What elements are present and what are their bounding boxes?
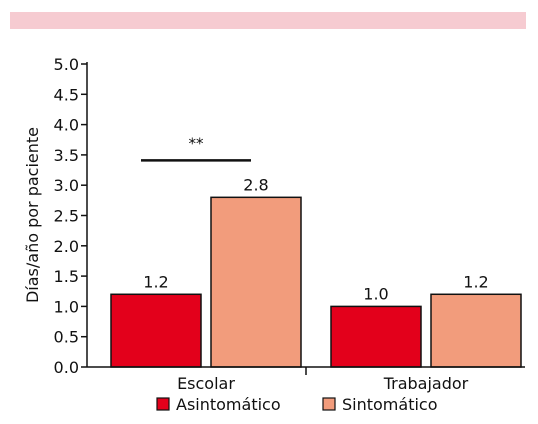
x-category-label: Trabajador bbox=[383, 374, 469, 393]
y-tick-label: 5.0 bbox=[54, 55, 79, 74]
data-label: 2.8 bbox=[243, 175, 268, 194]
category-labels: Escolar Trabajador bbox=[177, 374, 469, 393]
legend-swatch bbox=[156, 397, 170, 411]
legend-label: Sintomático bbox=[342, 395, 438, 414]
y-tick-label: 0.5 bbox=[54, 328, 79, 347]
y-tick-label: 2.5 bbox=[54, 207, 79, 226]
y-tick-label: 2.0 bbox=[54, 237, 79, 256]
y-tick-label: 3.0 bbox=[54, 176, 79, 195]
axes bbox=[86, 62, 525, 375]
y-tick-label: 0.0 bbox=[54, 358, 79, 377]
data-label: 1.2 bbox=[143, 272, 168, 291]
header-band bbox=[10, 12, 526, 29]
legend-swatch bbox=[322, 397, 336, 411]
data-labels: 1.2 2.8 1.0 1.2 bbox=[143, 175, 488, 303]
bar-escolar-1 bbox=[210, 196, 302, 368]
y-tick-label: 1.0 bbox=[54, 297, 79, 316]
y-tick-label: 4.0 bbox=[54, 116, 79, 135]
significance-label: ** bbox=[189, 134, 205, 152]
significance-marker: ** bbox=[141, 134, 251, 162]
data-label: 1.2 bbox=[463, 272, 488, 291]
bars bbox=[110, 196, 522, 368]
y-axis-ticks: 0.0 0.5 1.0 1.5 2.0 2.5 3.0 3.5 4.0 4.5 5.0 bbox=[54, 55, 87, 377]
y-tick-label: 1.5 bbox=[54, 267, 79, 286]
data-label: 1.0 bbox=[363, 284, 388, 303]
bar-trabajador-1 bbox=[430, 293, 522, 368]
y-axis-title: Días/año por paciente bbox=[23, 127, 42, 303]
y-tick-label: 3.5 bbox=[54, 146, 79, 165]
legend: Asintomático Sintomático bbox=[156, 395, 438, 414]
x-category-label: Escolar bbox=[177, 374, 235, 393]
bar-escolar-0 bbox=[110, 293, 202, 368]
bar-trabajador-0 bbox=[330, 305, 422, 368]
y-tick-label: 4.5 bbox=[54, 85, 79, 104]
legend-label: Asintomático bbox=[176, 395, 281, 414]
